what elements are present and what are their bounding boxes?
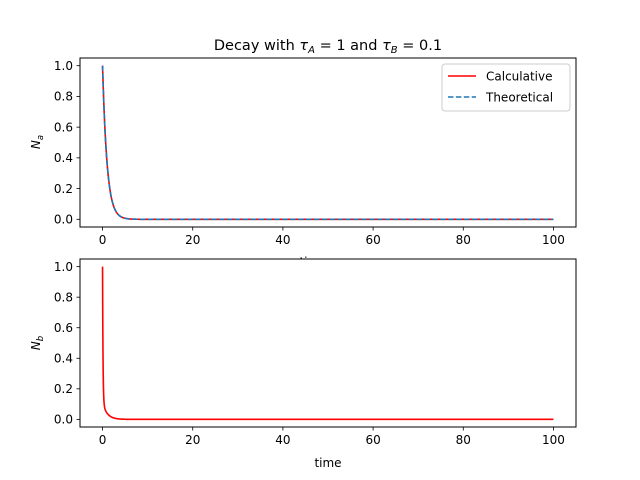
bottom-axes-frame [79, 258, 577, 428]
x-tick-label: 80 [456, 233, 471, 247]
series-line-nb [101, 266, 554, 421]
top-y-ticks: 0.0 0.2 0.4 0.6 0.8 1.0 [54, 59, 80, 227]
y-tick-label: 0.4 [54, 151, 73, 165]
y-tick-label: 0.2 [54, 182, 73, 196]
y-tick-label: 0.8 [54, 290, 73, 304]
y-tick-label: 0.6 [54, 120, 73, 134]
x-tick-label: 0 [99, 433, 107, 447]
y-tick-label: 0.2 [54, 382, 73, 396]
x-tick-label: 40 [275, 433, 290, 447]
top-axes-frame [79, 57, 577, 228]
y-tick-label: 0.4 [54, 352, 73, 366]
top-y-axis-label: Na [29, 135, 46, 149]
y-tick-label: 0.0 [54, 213, 73, 227]
x-tick-label: 0 [99, 233, 107, 247]
x-tick-label: 60 [365, 233, 380, 247]
y-tick-label: 1.0 [54, 59, 73, 73]
y-tick-label: 0.0 [54, 413, 73, 427]
x-tick-label: 20 [185, 433, 200, 447]
bottom-y-ticks: 0.0 0.2 0.4 0.6 0.8 1.0 [54, 260, 80, 427]
y-tick-label: 0.8 [54, 90, 73, 104]
bottom-y-axis-label: Nb [29, 336, 46, 350]
x-tick-label: 20 [185, 233, 200, 247]
series-line-theoretical [101, 65, 554, 221]
bottom-x-axis-label: time [314, 456, 341, 470]
y-tick-label: 0.6 [54, 321, 73, 335]
subplot-bottom: 0 20 40 60 80 100 0.0 0.2 0.4 0.6 0.8 1.0 time Nb [29, 258, 577, 470]
bottom-x-ticks: 0 20 40 60 80 100 [99, 427, 565, 447]
y-tick-label: 1.0 [54, 260, 73, 274]
x-tick-label: 40 [275, 233, 290, 247]
x-tick-label: 100 [542, 433, 565, 447]
legend-label-theoretical: Theoretical [485, 91, 553, 105]
x-tick-label: 60 [365, 433, 380, 447]
x-tick-label: 80 [456, 433, 471, 447]
chart-title: Decay with τA = 1 and τB = 0.1 [214, 38, 442, 56]
legend-label-calculative: Calculative [486, 70, 552, 84]
x-tick-label: 100 [542, 233, 565, 247]
legend: Calculative Theoretical [441, 63, 571, 112]
top-x-ticks: 0 20 40 60 80 100 [99, 227, 565, 247]
